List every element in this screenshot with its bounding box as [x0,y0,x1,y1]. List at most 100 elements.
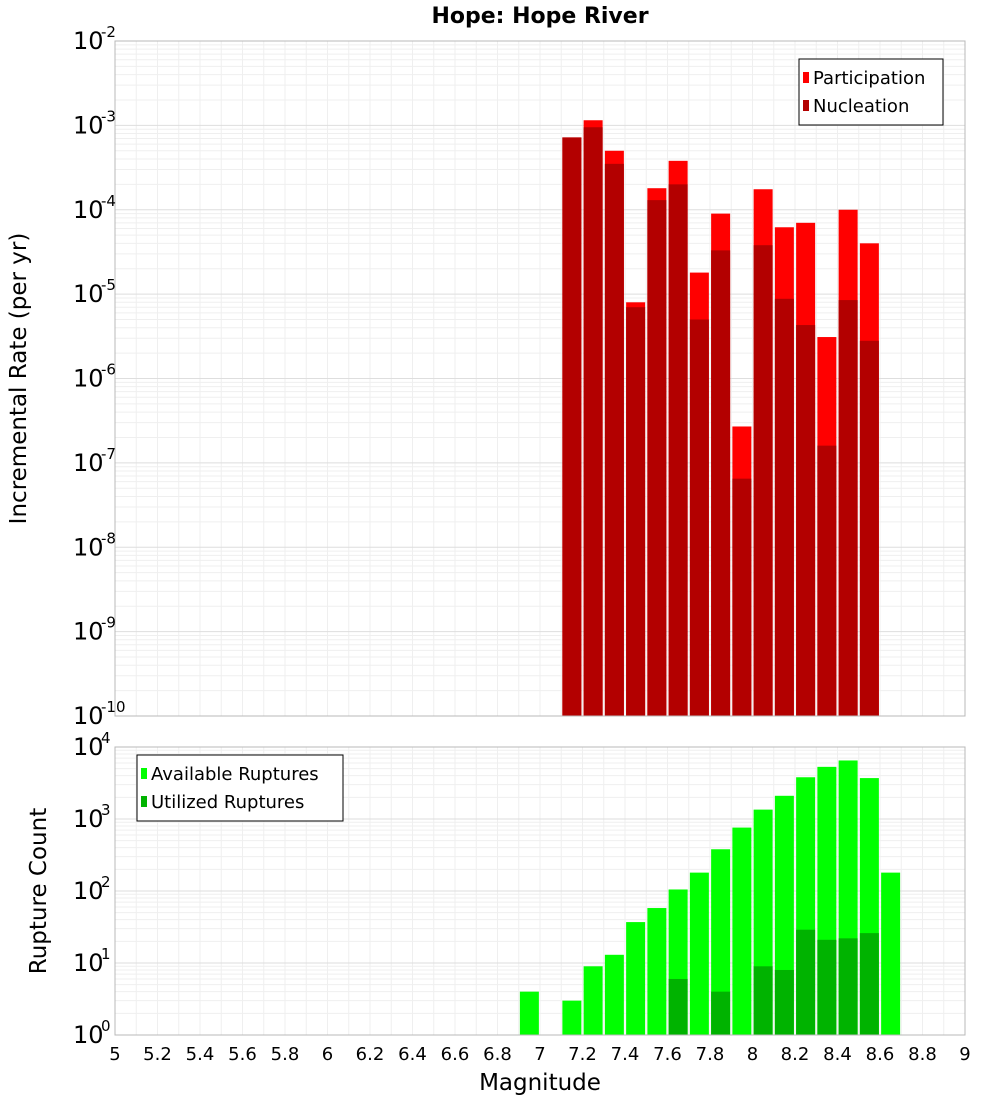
y-tick-exponent: -6 [101,361,116,379]
y-tick-label: 10 [73,365,104,393]
y-tick-label: 10 [73,111,104,139]
y-tick-exponent: 4 [101,729,111,747]
x-tick-label: 8.6 [866,1044,895,1065]
x-tick-label: 5 [109,1044,120,1065]
y-tick-exponent: -7 [101,445,116,463]
legend-label: Available Ruptures [151,764,319,785]
rate-nucleation-bar [604,163,624,717]
rate-nucleation-bar [796,325,816,716]
rate-nucleation-bar [583,127,603,716]
legend-label: Utilized Ruptures [151,792,304,813]
rate-nucleation-bar [774,298,794,716]
chart-title: Hope: Hope River [431,4,648,29]
y-tick-exponent: 0 [101,1017,111,1035]
rate-plot-frame [114,40,966,717]
x-tick-label: 5.6 [228,1044,257,1065]
count-plot-bars [519,760,901,1035]
rate-plot-grid [114,41,966,717]
rate-nucleation-bar [859,340,879,716]
y-tick-exponent: -8 [101,529,116,547]
x-tick-label: 8.2 [781,1044,810,1065]
rate-nucleation-bar [817,445,837,716]
count-utilized-ruptures-bar [753,966,773,1035]
rate-nucleation-bar [689,319,709,716]
x-tick-label: 8 [747,1044,758,1065]
count-plot-frame [114,746,966,1036]
count-utilized-ruptures-bar [668,978,688,1035]
legend-label: Nucleation [813,96,909,117]
x-tick-label: 5.2 [143,1044,172,1065]
count-available-ruptures-bar [519,991,539,1035]
y-tick-exponent: -2 [101,23,116,41]
rate-y-tick-labels: 10-210-310-410-510-610-710-810-910-10 [73,23,126,730]
y-tick-exponent: -10 [101,698,126,716]
y-tick-exponent: 2 [101,873,111,891]
count-legend: Available Ruptures Utilized Ruptures [136,754,344,822]
rate-nucleation-bar [562,137,582,716]
legend-box [798,58,944,126]
x-axis-label: Magnitude [479,1070,601,1096]
y-tick-exponent: -9 [101,614,116,632]
rate-y-axis-label: Incremental Rate (per yr) [6,233,32,525]
legend-swatch [141,768,147,779]
x-tick-label: 7.4 [611,1044,640,1065]
y-tick-exponent: 1 [101,945,111,963]
count-utilized-ruptures-bar [774,969,794,1035]
x-tick-label: 5.8 [271,1044,300,1065]
count-utilized-ruptures-bar [838,938,858,1035]
rate-nucleation-bar [838,300,858,716]
rate-nucleation-bar [711,250,731,717]
count-available-ruptures-bar [647,908,667,1035]
rate-legend: Participation Nucleation [798,58,944,126]
count-available-ruptures-bar [562,1000,582,1035]
x-tick-label: 6.2 [356,1044,385,1065]
count-utilized-ruptures-bar [796,929,816,1035]
y-tick-label: 10 [73,533,104,561]
count-available-ruptures-bar [604,954,624,1035]
rate-nucleation-bar [626,307,646,716]
x-tick-label: 6 [322,1044,333,1065]
y-tick-exponent: -4 [101,192,116,210]
rate-nucleation-bar [668,184,688,717]
y-tick-label: 10 [73,877,104,905]
x-tick-label: 7.6 [653,1044,682,1065]
y-tick-label: 10 [73,618,104,646]
x-tick-label: 5.4 [186,1044,215,1065]
count-y-axis-label: Rupture Count [26,808,52,974]
rate-nucleation-bar [753,245,773,717]
count-available-ruptures-bar [583,966,603,1035]
y-tick-exponent: -3 [101,107,116,125]
y-tick-label: 10 [73,449,104,477]
x-tick-labels: 5 5.2 5.4 5.6 5.8 6 6.2 6.4 6.6 6.8 7 7.2 7.4 7.6 7.8 8… [109,1044,970,1065]
y-tick-label: 10 [73,27,104,55]
count-available-ruptures-bar [881,872,901,1035]
x-tick-label: 7.8 [696,1044,725,1065]
x-tick-label: 7.2 [568,1044,597,1065]
x-tick-label: 6.4 [398,1044,427,1065]
x-tick-label: 9 [959,1044,970,1065]
count-available-ruptures-bar [732,827,752,1035]
legend-swatch [803,100,809,111]
y-tick-label: 10 [73,949,104,977]
y-tick-exponent: 3 [101,801,111,819]
y-tick-label: 10 [73,196,104,224]
legend-swatch [141,796,147,807]
count-utilized-ruptures-bar [817,939,837,1035]
count-utilized-ruptures-bar [859,933,879,1035]
legend-label: Participation [813,68,925,89]
x-tick-label: 6.6 [441,1044,470,1065]
y-tick-label: 10 [73,1021,104,1049]
x-tick-label: 8.8 [908,1044,937,1065]
rate-plot-bars [562,120,879,717]
y-tick-label: 10 [73,733,104,761]
y-tick-label: 10 [73,805,104,833]
count-available-ruptures-bar [689,872,709,1035]
y-tick-exponent: -5 [101,276,116,294]
count-available-ruptures-bar [711,849,731,1035]
count-utilized-ruptures-bar [711,991,731,1035]
x-tick-label: 6.8 [483,1044,512,1065]
rate-nucleation-bar [647,200,667,716]
x-tick-label: 7 [534,1044,545,1065]
